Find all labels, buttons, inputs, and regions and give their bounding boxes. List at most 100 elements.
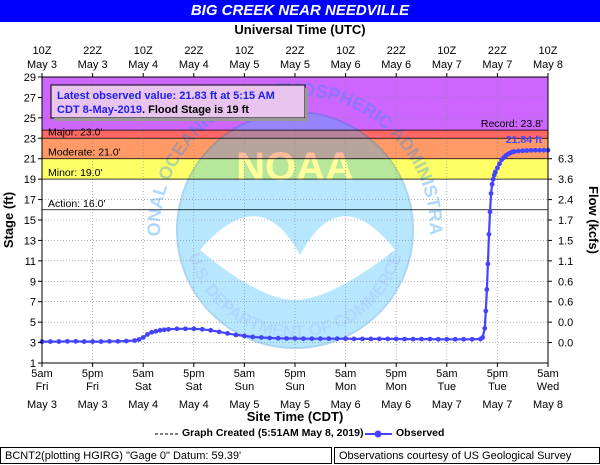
- stage-axis-label: Stage (ft): [1, 192, 16, 248]
- x-tick-date: May 3: [27, 399, 57, 411]
- y-tick-label: 3: [30, 338, 36, 350]
- x-tick-day: Wed: [537, 381, 559, 393]
- top-tick-time: 10Z: [235, 45, 254, 57]
- observed-legend-marker: [374, 430, 382, 438]
- x-tick-time: 5am: [436, 368, 457, 380]
- observed-point: [419, 336, 424, 342]
- x-tick-time: 5am: [537, 368, 558, 380]
- observed-point: [402, 336, 408, 342]
- top-tick-time: 10Z: [134, 45, 153, 57]
- top-axis-title: Universal Time (UTC): [234, 22, 366, 37]
- x-tick-time: 5am: [234, 368, 255, 380]
- observed-point: [489, 181, 495, 187]
- observed-point: [275, 335, 281, 341]
- observed-point: [233, 332, 239, 338]
- threshold-label-record: Record: 23.8': [481, 118, 543, 130]
- observed-point: [208, 327, 214, 333]
- observed-point: [140, 335, 146, 340]
- top-tick-date: May 7: [432, 59, 462, 71]
- top-tick-date: May 3: [27, 59, 57, 71]
- flow-tick-label: 0.6: [558, 297, 573, 309]
- flow-axis-label: Flow (kcfs): [586, 186, 600, 254]
- observed-point: [528, 147, 534, 153]
- footer-datum: BCNT2(plotting HGIRG) "Gage 0" Datum: 59…: [0, 447, 332, 464]
- observed-point: [301, 336, 306, 342]
- y-tick-label: 29: [24, 72, 36, 84]
- observed-point: [495, 165, 500, 171]
- y-tick-label: 15: [24, 215, 36, 227]
- observed-point: [115, 338, 121, 344]
- x-tick-date: May 5: [280, 399, 310, 411]
- x-tick-day: Sat: [135, 381, 152, 393]
- y-tick-label: 5: [30, 317, 36, 329]
- top-tick-date: May 8: [533, 59, 563, 71]
- y-tick-label: 21: [24, 154, 36, 166]
- flow-tick-label: 2.4: [558, 195, 573, 207]
- observed-point: [326, 336, 332, 342]
- threshold-label-major: Major: 23.0': [48, 126, 103, 138]
- observed-point: [461, 336, 467, 342]
- observed-point: [435, 336, 441, 342]
- observed-point: [64, 338, 70, 344]
- x-tick-day: Sun: [285, 381, 305, 393]
- observed-point: [334, 336, 340, 342]
- x-axis-label: Site Time (CDT): [247, 409, 344, 424]
- top-tick-date: May 4: [128, 59, 158, 71]
- x-tick-day: Mon: [335, 381, 356, 393]
- top-tick-time: 22Z: [488, 45, 507, 57]
- x-tick-date: May 4: [179, 399, 209, 411]
- observed-point: [267, 335, 273, 341]
- observed-point: [452, 336, 458, 342]
- top-tick-date: May 7: [482, 59, 512, 71]
- x-tick-day: Sun: [235, 381, 255, 393]
- observed-point: [484, 287, 490, 292]
- observed-point: [317, 336, 323, 342]
- x-tick-day: Mon: [385, 381, 406, 393]
- flow-tick-label: 1.5: [558, 235, 573, 247]
- observed-point: [56, 339, 62, 344]
- observed-point: [480, 335, 486, 340]
- observed-point: [98, 339, 104, 344]
- x-tick-day: Fri: [86, 381, 99, 393]
- x-tick-time: 5pm: [82, 368, 103, 380]
- flow-tick-label: 0.0: [558, 317, 573, 329]
- x-tick-day: Fri: [36, 381, 49, 393]
- x-tick-time: 5pm: [183, 368, 204, 380]
- observed-point: [511, 149, 517, 154]
- observed-point: [487, 209, 493, 215]
- x-tick-date: May 8: [533, 399, 563, 411]
- flow-tick-label: 1.1: [558, 256, 573, 268]
- observed-point: [149, 329, 155, 335]
- observed-point: [490, 176, 496, 182]
- y-tick-label: 9: [30, 276, 36, 288]
- observed-point: [486, 231, 492, 237]
- y-tick-label: 25: [24, 113, 36, 125]
- x-tick-date: May 6: [381, 399, 411, 411]
- top-tick-date: May 5: [280, 59, 310, 71]
- observed-point: [107, 338, 112, 344]
- x-tick-date: May 7: [432, 399, 462, 411]
- observed-point: [482, 325, 488, 331]
- observed-point: [182, 326, 188, 332]
- y-tick-label: 17: [24, 195, 36, 207]
- observed-point: [532, 147, 538, 153]
- observed-point: [469, 336, 475, 342]
- observed-point: [258, 335, 264, 340]
- observed-point: [410, 336, 416, 342]
- y-tick-label: 1: [30, 358, 36, 370]
- observed-point: [284, 336, 289, 341]
- observed-point: [520, 148, 526, 154]
- observed-point: [166, 326, 171, 332]
- y-tick-label: 11: [25, 256, 36, 268]
- top-tick-date: May 6: [381, 59, 411, 71]
- footer-source: Observations courtesy of US Geological S…: [334, 447, 600, 464]
- x-tick-day: Tue: [488, 381, 507, 393]
- callout-line1: Latest observed value: 21.83 ft at 5:15 …: [57, 90, 275, 102]
- observed-point: [145, 332, 150, 337]
- band-moderate: [42, 138, 548, 159]
- observed-point: [136, 337, 142, 342]
- top-tick-time: 22Z: [83, 45, 102, 57]
- x-tick-date: May 5: [229, 399, 259, 411]
- observed-point: [123, 338, 129, 344]
- flow-tick-label: 1.7: [558, 215, 573, 227]
